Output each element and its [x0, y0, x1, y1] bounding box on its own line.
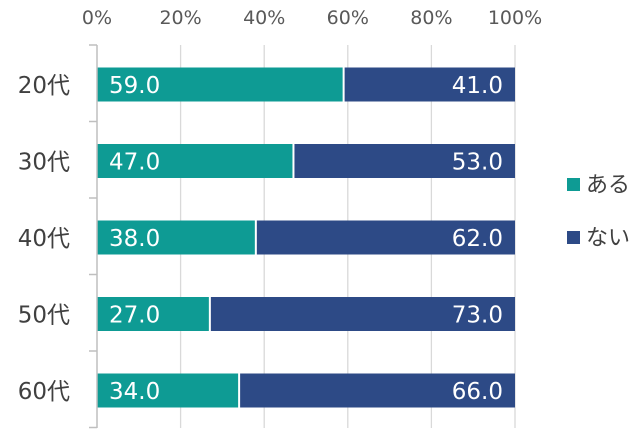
data-label: 62.0: [452, 226, 503, 252]
category-axis: [89, 44, 98, 429]
category-label: 30代: [18, 150, 70, 176]
bar-aru: [97, 297, 210, 331]
data-label: 53.0: [452, 150, 503, 176]
bar-nai: [239, 373, 515, 408]
legend-label: ない: [586, 226, 630, 251]
data-label: 47.0: [109, 150, 160, 176]
legend-label: ある: [586, 173, 630, 198]
bar-nai: [255, 220, 515, 255]
x-tick-label: 20%: [159, 7, 201, 29]
bar-nai: [209, 297, 516, 331]
data-label: 73.0: [452, 303, 503, 329]
category-labels: 20代 30代 40代 50代 60代: [18, 73, 70, 405]
legend-swatch-nai: [567, 231, 580, 244]
bar-aru: [97, 220, 256, 255]
x-tick-labels: 0% 20% 40% 60% 80% 100%: [82, 7, 542, 29]
x-tick-label: 0%: [82, 7, 112, 29]
bar-aru: [97, 144, 294, 178]
bar-nai: [293, 144, 515, 178]
legend-swatch-aru: [567, 178, 580, 191]
data-label: 38.0: [109, 226, 160, 252]
data-label: 27.0: [109, 303, 160, 329]
x-tick-label: 80%: [410, 7, 452, 29]
data-labels: 59.0 41.0 47.0 53.0 38.0 62.0 27.0 73.0 34.0 66.0: [109, 73, 503, 405]
bar-aru: [97, 373, 240, 408]
category-label: 20代: [18, 73, 70, 99]
x-tick-label: 60%: [327, 7, 369, 29]
data-label: 34.0: [109, 379, 160, 405]
x-tick-label: 40%: [243, 7, 285, 29]
category-label: 40代: [18, 226, 70, 252]
data-label: 59.0: [109, 73, 160, 99]
bars: [97, 67, 516, 408]
bar-aru: [97, 67, 344, 102]
x-tick-label: 100%: [488, 7, 542, 29]
data-label: 66.0: [452, 379, 503, 405]
bar-nai: [343, 67, 515, 102]
data-label: 41.0: [452, 73, 503, 99]
category-label: 60代: [18, 379, 70, 405]
category-label: 50代: [18, 303, 70, 329]
